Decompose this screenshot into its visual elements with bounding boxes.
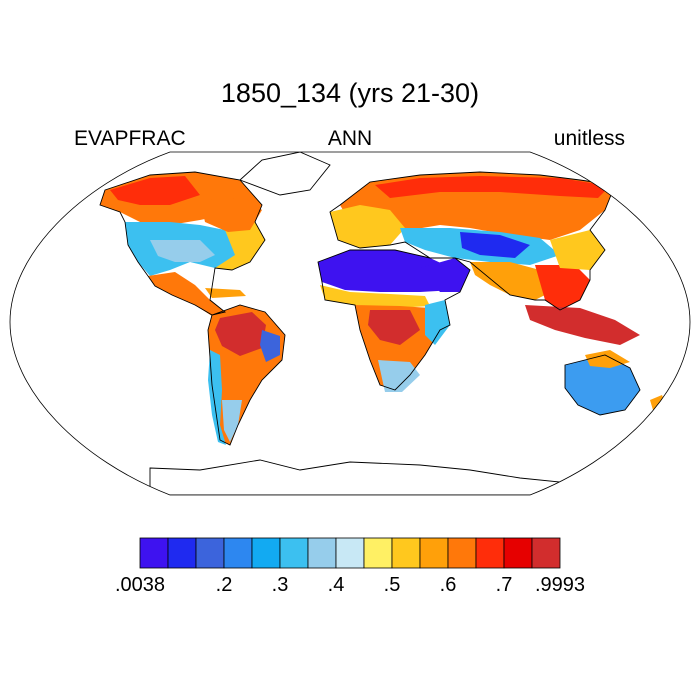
colorbar-swatch bbox=[447, 537, 477, 569]
central-america bbox=[148, 272, 225, 318]
andes-coast bbox=[208, 350, 226, 445]
colorbar-swatch bbox=[139, 537, 169, 569]
north-america-arctic-red bbox=[110, 176, 200, 205]
europe bbox=[330, 205, 405, 248]
colorbar-swatch bbox=[279, 537, 309, 569]
colorbar-swatch bbox=[223, 537, 253, 569]
brazil-northeast bbox=[260, 330, 280, 362]
colorbar-swatch bbox=[307, 537, 337, 569]
southeast-asia bbox=[535, 265, 590, 310]
sahara bbox=[318, 250, 460, 292]
colorbar-swatch bbox=[419, 537, 449, 569]
colorbar-tick-label: .6 bbox=[439, 574, 457, 596]
sahel bbox=[320, 285, 430, 308]
patagonia bbox=[222, 400, 242, 442]
north-america-plains bbox=[150, 240, 215, 262]
colorbar-tick-label: .5 bbox=[383, 574, 401, 596]
east-africa bbox=[425, 300, 450, 345]
southern-africa bbox=[378, 360, 420, 392]
new-zealand bbox=[650, 395, 668, 420]
colorbar-swatch bbox=[475, 537, 505, 569]
map-title: 1850_134 (yrs 21-30) bbox=[220, 78, 480, 108]
map-boundary bbox=[9, 151, 691, 496]
colorbar-tick-label: .7 bbox=[495, 574, 513, 596]
caribbean bbox=[205, 288, 246, 298]
maritime-continent bbox=[525, 305, 640, 345]
colorbar-tick-label: .2 bbox=[215, 574, 233, 596]
siberia-red bbox=[375, 176, 610, 198]
colorbar-swatch bbox=[167, 537, 197, 569]
arabia bbox=[420, 258, 470, 292]
colorbar-swatch bbox=[503, 537, 533, 569]
colorbar-swatch bbox=[391, 537, 421, 569]
variable-label: EVAPFRAC bbox=[74, 127, 186, 150]
colorbar-tick-label: .0038 bbox=[114, 574, 166, 596]
colorbar bbox=[139, 537, 561, 569]
season-label: ANN bbox=[327, 127, 373, 150]
congo-basin bbox=[368, 310, 420, 345]
colorbar-tick-label: .3 bbox=[271, 574, 289, 596]
colorbar-tick-label: .4 bbox=[327, 574, 345, 596]
colorbar-tick-label: .9993 bbox=[534, 574, 586, 596]
amazon-basin bbox=[215, 312, 266, 356]
australia bbox=[565, 355, 640, 415]
hudson-region bbox=[200, 198, 262, 232]
colorbar-swatch bbox=[251, 537, 281, 569]
colorbar-swatch bbox=[335, 537, 365, 569]
south-asia bbox=[470, 262, 555, 300]
east-asia bbox=[550, 230, 605, 270]
central-asia-deep bbox=[460, 232, 530, 258]
units-label: unitless bbox=[553, 127, 625, 150]
colorbar-swatch bbox=[531, 537, 561, 569]
colorbar-swatch bbox=[363, 537, 393, 569]
australia-north bbox=[585, 350, 630, 368]
colorbar-swatch bbox=[195, 537, 225, 569]
land-fields bbox=[99, 152, 668, 495]
